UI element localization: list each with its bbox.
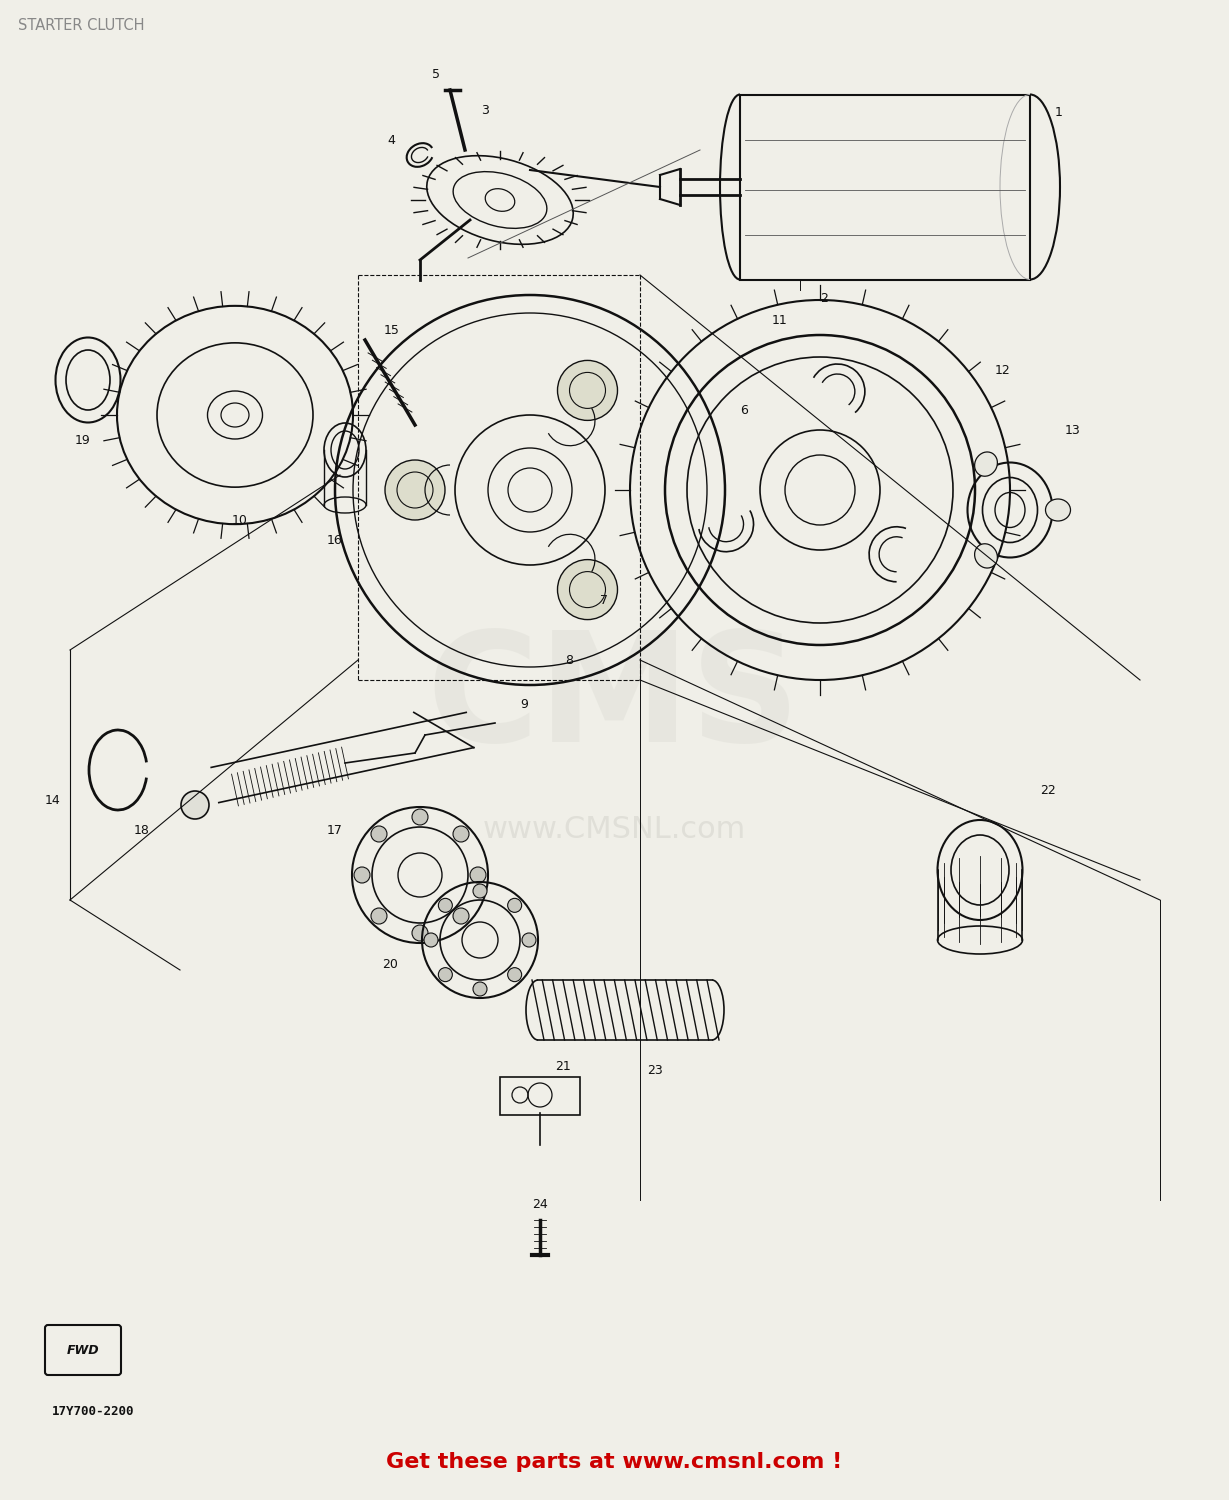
- Text: 5: 5: [433, 69, 440, 81]
- Circle shape: [473, 982, 487, 996]
- Circle shape: [473, 884, 487, 898]
- Text: 10: 10: [232, 513, 248, 526]
- Text: 19: 19: [75, 433, 91, 447]
- Circle shape: [522, 933, 536, 946]
- Text: 14: 14: [44, 794, 60, 807]
- Text: 21: 21: [556, 1060, 570, 1074]
- Text: 3: 3: [481, 104, 489, 117]
- Text: 9: 9: [520, 699, 528, 711]
- Text: 7: 7: [600, 594, 608, 606]
- Circle shape: [371, 908, 387, 924]
- Circle shape: [558, 360, 617, 420]
- Circle shape: [181, 790, 209, 819]
- Circle shape: [558, 560, 617, 620]
- Text: 20: 20: [382, 958, 398, 972]
- Circle shape: [439, 968, 452, 981]
- Text: 12: 12: [995, 363, 1010, 376]
- Text: 22: 22: [1040, 783, 1056, 796]
- Text: 23: 23: [648, 1064, 662, 1077]
- Text: www.CMSNL.com: www.CMSNL.com: [482, 816, 746, 844]
- Circle shape: [508, 968, 521, 981]
- Text: 16: 16: [327, 534, 343, 546]
- Text: 2: 2: [820, 291, 828, 304]
- Text: 24: 24: [532, 1198, 548, 1212]
- Circle shape: [385, 460, 445, 520]
- Text: 17Y700-2200: 17Y700-2200: [52, 1406, 134, 1417]
- Text: STARTER CLUTCH: STARTER CLUTCH: [18, 18, 145, 33]
- Text: 4: 4: [387, 134, 395, 147]
- Ellipse shape: [1046, 500, 1070, 520]
- Ellipse shape: [975, 452, 998, 476]
- Text: 6: 6: [740, 404, 748, 417]
- Circle shape: [454, 827, 469, 842]
- Circle shape: [354, 867, 370, 883]
- Circle shape: [371, 827, 387, 842]
- Circle shape: [412, 808, 428, 825]
- Text: 18: 18: [134, 824, 150, 837]
- Text: 11: 11: [772, 314, 788, 327]
- Text: 8: 8: [565, 654, 573, 666]
- Circle shape: [469, 867, 485, 883]
- Text: Get these parts at www.cmsnl.com !: Get these parts at www.cmsnl.com !: [386, 1452, 842, 1472]
- FancyBboxPatch shape: [740, 94, 1030, 280]
- Circle shape: [439, 898, 452, 912]
- Circle shape: [412, 926, 428, 940]
- Text: 1: 1: [1054, 106, 1063, 120]
- Text: CMS: CMS: [426, 626, 801, 774]
- Text: 17: 17: [327, 824, 343, 837]
- Circle shape: [508, 898, 521, 912]
- Circle shape: [424, 933, 438, 946]
- Text: 13: 13: [1066, 423, 1080, 436]
- Ellipse shape: [975, 544, 998, 568]
- Text: FWD: FWD: [66, 1344, 100, 1356]
- Circle shape: [454, 908, 469, 924]
- Text: 15: 15: [385, 324, 399, 336]
